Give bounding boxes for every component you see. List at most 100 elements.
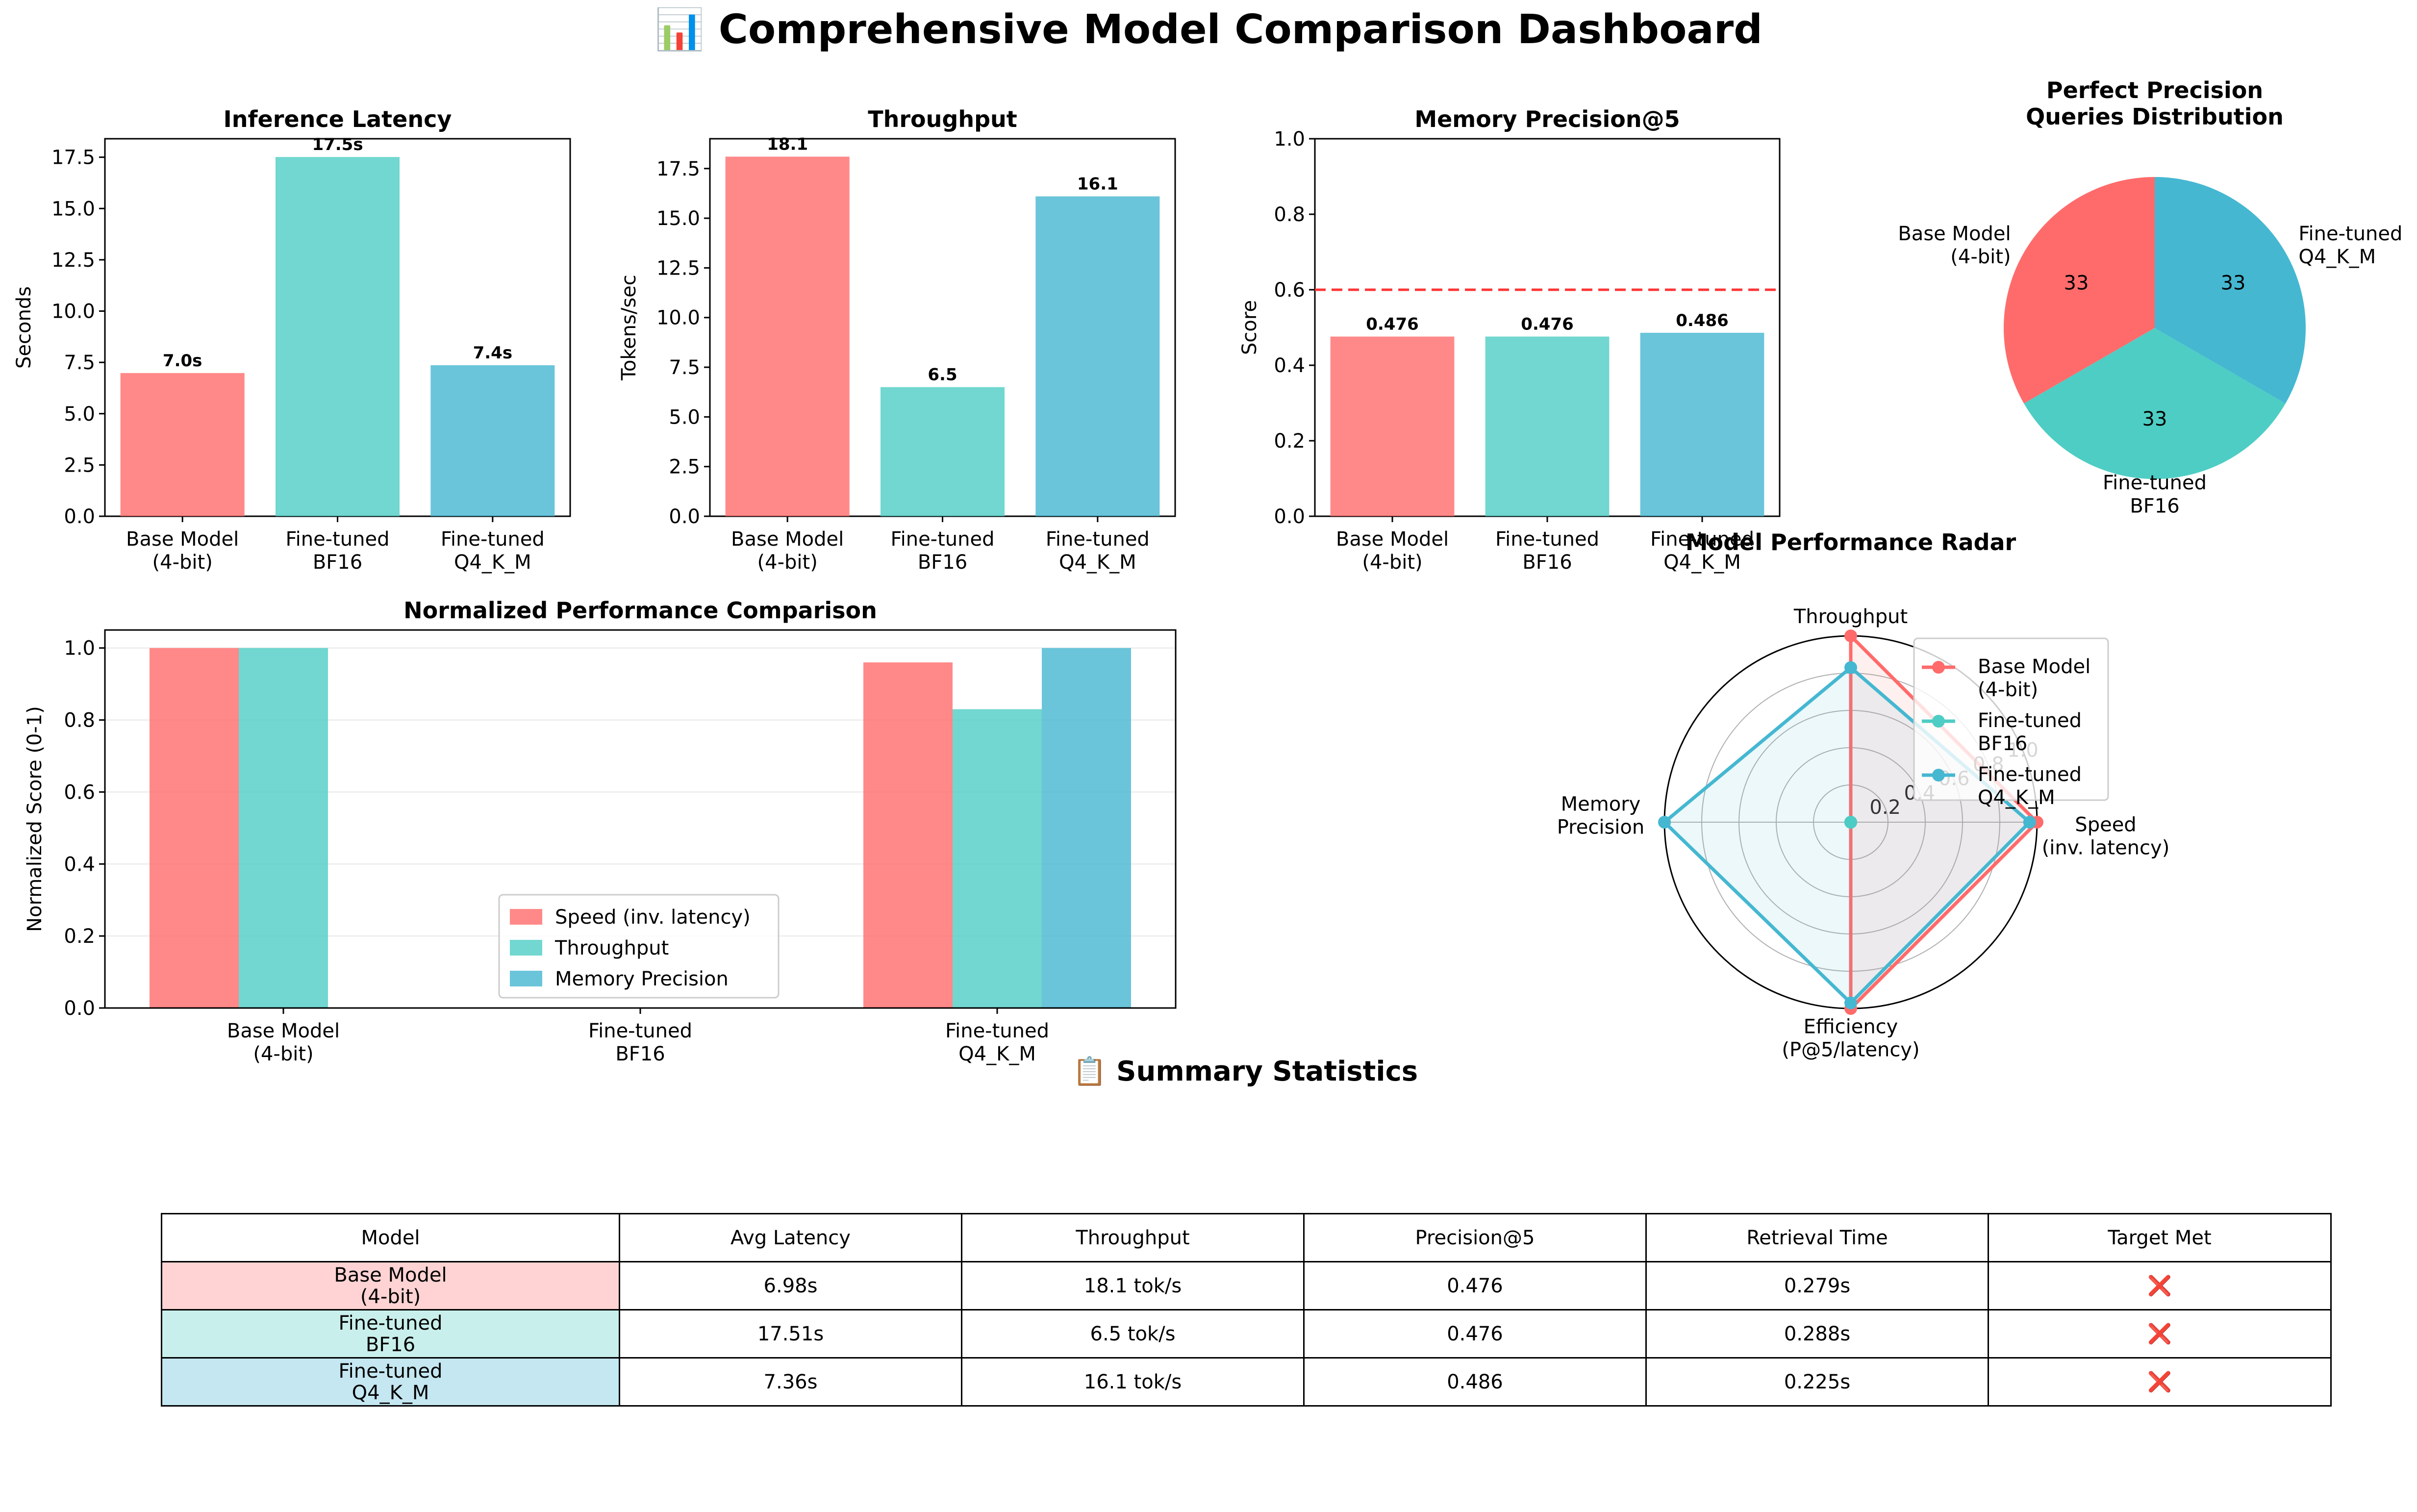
table-row: Fine-tuned BF16 17.51s 6.5 tok/s 0.476 0… (161, 1309, 2332, 1359)
y-tick-label: 7.5 (64, 352, 95, 374)
y-tick-label: 5.0 (669, 406, 700, 428)
bar (239, 648, 328, 1008)
legend-swatch (510, 940, 542, 956)
table-header: Precision@5 (1303, 1213, 1647, 1262)
x-tick-label: Base Model (4-bit) (731, 528, 844, 574)
bar (275, 157, 400, 516)
chart-title: Memory Precision@5 (1414, 106, 1680, 132)
bar (880, 387, 1005, 516)
bar-value-label: 6.5 (928, 365, 957, 385)
radar-axis-label: Throughput (1793, 605, 1908, 628)
pie-outer-label: Fine-tuned BF16 (2103, 472, 2207, 517)
y-tick-label: 1.0 (1274, 128, 1305, 151)
radar-point (1844, 630, 1857, 642)
pie-outer-label: Base Model (4-bit) (1898, 223, 2011, 268)
retrieval-cell: 0.225s (1645, 1357, 1989, 1407)
throughput-cell: 6.5 tok/s (961, 1309, 1305, 1359)
table-header: Throughput (961, 1213, 1305, 1262)
legend-label: Memory Precision (555, 968, 729, 990)
chart-title: Normalized Performance Comparison (403, 597, 877, 624)
legend-label: Base Model (4-bit) (1978, 655, 2090, 701)
bar (863, 662, 953, 1008)
y-axis-label: Score (1238, 300, 1261, 355)
radar-axis-label: Efficiency (P@5/latency) (1782, 1015, 1919, 1061)
x-tick-label: Fine-tuned BF16 (286, 528, 390, 574)
y-tick-label: 0.4 (64, 853, 95, 876)
table-row: Fine-tuned Q4_K_M 7.36s 16.1 tok/s 0.486… (161, 1357, 2332, 1407)
y-tick-label: 0.2 (1274, 430, 1305, 453)
y-tick-label: 2.5 (64, 454, 95, 477)
bar (120, 373, 245, 516)
x-tick-label: Fine-tuned Q4_K_M (441, 528, 545, 574)
bar-value-label: 18.1 (767, 134, 808, 154)
radar-r-tick-label: 0.2 (1869, 796, 1901, 819)
y-tick-label: 12.5 (656, 257, 700, 279)
pie-slice (2004, 177, 2155, 403)
x-tick-label: Fine-tuned Q4_K_M (1046, 528, 1150, 574)
x-tick-label: Base Model (4-bit) (126, 528, 239, 574)
y-tick-label: 2.5 (669, 456, 700, 479)
bar (1042, 648, 1131, 1008)
y-tick-label: 0.0 (669, 505, 700, 528)
bar (953, 709, 1042, 1008)
radar-point (1658, 816, 1671, 829)
latency-cell: 6.98s (619, 1261, 962, 1310)
table-row: Base Model (4-bit) 6.98s 18.1 tok/s 0.47… (161, 1261, 2332, 1310)
bar (725, 156, 850, 516)
legend-swatch (510, 909, 542, 925)
radar-axis-label: Memory Precision (1557, 793, 1644, 838)
summary-table: Model Avg Latency Throughput Precision@5… (161, 1213, 2332, 1407)
precision-cell: 0.486 (1303, 1357, 1647, 1407)
legend-box (1913, 637, 2109, 801)
legend-label: Speed (inv. latency) (555, 906, 751, 929)
bar (1330, 336, 1455, 516)
bar-value-label: 0.486 (1676, 311, 1729, 330)
y-tick-label: 0.0 (1274, 505, 1305, 528)
chart-title: Throughput (868, 106, 1017, 132)
radar-point (1844, 816, 1857, 829)
pie-slice-label: 33 (2142, 408, 2167, 430)
bar (1035, 196, 1160, 516)
x-tick-label: Fine-tuned Q4_K_M (1650, 528, 1754, 574)
model-cell: Fine-tuned Q4_K_M (161, 1357, 620, 1407)
y-tick-label: 5.0 (64, 403, 95, 426)
throughput-cell: 16.1 tok/s (961, 1357, 1305, 1407)
x-tick-label: Fine-tuned BF16 (588, 1020, 692, 1065)
table-header: Avg Latency (619, 1213, 962, 1262)
y-axis-label: Seconds (13, 286, 35, 369)
y-tick-label: 0.8 (64, 709, 95, 732)
latency-cell: 7.36s (619, 1357, 962, 1407)
summary-title: 📋 Summary Statistics (1073, 1056, 1418, 1087)
bar-value-label: 0.476 (1366, 314, 1419, 334)
y-axis-label: Tokens/sec (618, 275, 640, 381)
x-tick-label: Fine-tuned BF16 (1495, 528, 1599, 574)
bar-value-label: 0.476 (1521, 314, 1574, 334)
retrieval-cell: 0.279s (1645, 1261, 1989, 1310)
throughput-cell: 18.1 tok/s (961, 1261, 1305, 1310)
target-met-cell: ❌ (1988, 1261, 2332, 1310)
x-tick-label: Fine-tuned Q4_K_M (945, 1020, 1049, 1065)
y-axis-label: Normalized Score (0-1) (24, 706, 46, 932)
y-tick-label: 0.6 (64, 781, 95, 804)
bar-value-label: 17.5s (312, 135, 363, 154)
y-tick-label: 10.0 (51, 301, 95, 323)
legend-marker (1932, 769, 1945, 781)
y-tick-label: 0.0 (64, 997, 95, 1020)
retrieval-cell: 0.288s (1645, 1309, 1989, 1359)
model-cell: Base Model (4-bit) (161, 1261, 620, 1310)
target-met-cell: ❌ (1988, 1309, 2332, 1359)
bar (150, 648, 239, 1008)
y-tick-label: 10.0 (656, 307, 700, 329)
chart-title: Perfect Precision Queries Distribution (2026, 77, 2284, 130)
y-tick-label: 0.0 (64, 505, 95, 528)
y-tick-label: 1.0 (64, 637, 95, 660)
radar-point (1844, 661, 1857, 674)
bar (1640, 332, 1764, 516)
pie-slice-label: 33 (2064, 272, 2089, 295)
precision-cell: 0.476 (1303, 1261, 1647, 1310)
chart-title: Inference Latency (224, 106, 452, 132)
precision-cell: 0.476 (1303, 1309, 1647, 1359)
y-tick-label: 17.5 (51, 147, 95, 169)
pie-slice (2155, 177, 2306, 403)
